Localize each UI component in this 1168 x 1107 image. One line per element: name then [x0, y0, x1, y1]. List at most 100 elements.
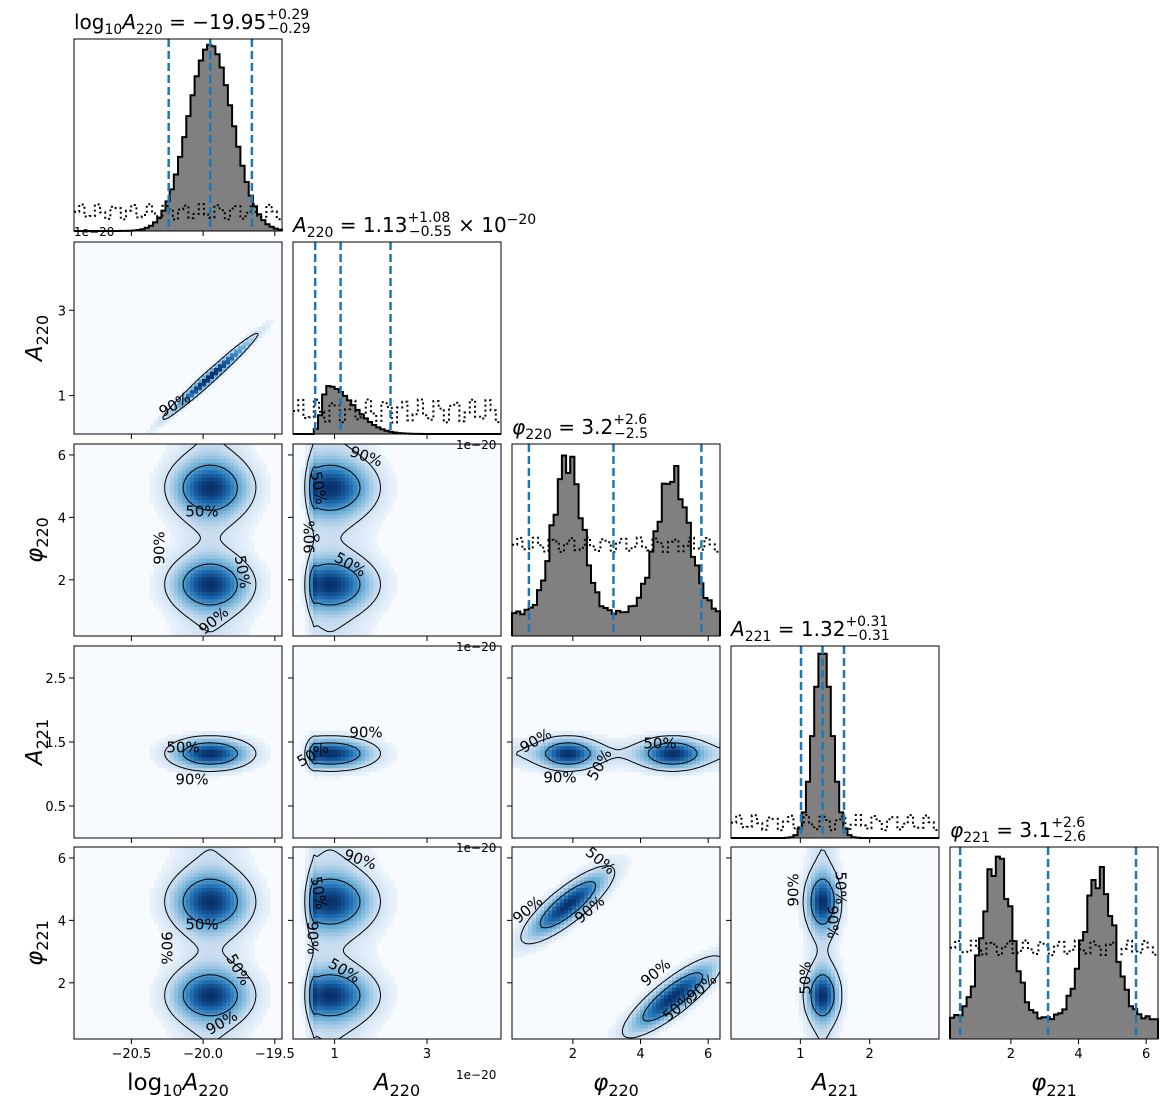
density-cell — [250, 858, 255, 863]
density-cell — [313, 764, 318, 769]
density-cell — [194, 606, 199, 611]
density-cell — [170, 576, 175, 582]
density-cell — [182, 525, 187, 530]
density-cell — [333, 595, 338, 600]
density-cell — [210, 1035, 215, 1039]
density-cell — [174, 968, 179, 973]
density-cell — [337, 517, 342, 522]
density-cell — [242, 902, 247, 907]
density-cell — [365, 536, 370, 541]
density-cell — [337, 455, 342, 460]
density-cell — [206, 367, 211, 372]
density-cell — [198, 760, 203, 765]
density-cell — [178, 506, 183, 511]
density-cell — [716, 764, 720, 769]
density-cell — [174, 536, 179, 541]
density-cell — [357, 547, 362, 552]
density-cell — [333, 599, 338, 604]
density-cell — [158, 872, 163, 877]
density-cell — [242, 898, 247, 903]
density-cell — [337, 554, 342, 559]
density-cell — [206, 965, 211, 970]
density-cell — [214, 613, 219, 618]
density-cell — [365, 466, 370, 471]
density-cell — [174, 540, 179, 545]
density-cell — [230, 872, 235, 877]
density-cell — [238, 924, 243, 929]
density-cell — [206, 382, 211, 387]
density-cell — [242, 506, 247, 511]
density-cell — [305, 610, 310, 615]
density-cell — [226, 558, 231, 563]
density-cell — [254, 742, 259, 747]
density-cell — [194, 847, 199, 852]
density-cell — [198, 621, 203, 626]
density-cell — [170, 943, 175, 948]
density-cell — [234, 356, 239, 361]
density-cell — [222, 767, 227, 772]
density-cell — [325, 565, 330, 570]
density-cell — [202, 451, 207, 456]
density-cell — [688, 749, 693, 754]
density-cell — [238, 576, 243, 582]
density-cell — [226, 957, 231, 962]
density-cell — [369, 576, 374, 582]
density-cell — [333, 771, 338, 776]
density-cell — [660, 753, 665, 758]
density-cell — [672, 753, 677, 758]
density-cell — [353, 499, 358, 504]
density-cell — [361, 606, 366, 611]
density-cell — [353, 573, 358, 578]
density-cell — [524, 749, 529, 754]
density-cell — [353, 528, 358, 534]
density-cell — [313, 473, 318, 478]
density-cell — [190, 749, 195, 754]
density-cell — [333, 738, 338, 743]
density-cell — [349, 624, 354, 630]
density-cell — [174, 1013, 179, 1018]
density-cell — [246, 876, 251, 881]
density-cell — [572, 767, 577, 772]
density-cell — [174, 554, 179, 559]
density-cell — [154, 492, 159, 497]
density-cell — [321, 756, 326, 761]
density-cell — [226, 749, 231, 754]
density-cell — [198, 965, 203, 970]
density-cell — [162, 991, 167, 996]
density-cell — [234, 730, 239, 736]
density-cell — [242, 543, 247, 548]
density-cell — [194, 883, 199, 889]
density-cell — [325, 469, 330, 474]
density-cell — [186, 939, 191, 944]
density-cell — [166, 865, 171, 870]
density-cell — [198, 444, 203, 449]
density-cell — [150, 753, 155, 758]
density-cell — [349, 606, 354, 611]
density-cell — [170, 745, 175, 750]
density-cell — [198, 883, 203, 889]
density-cell — [174, 632, 179, 636]
density-cell — [246, 749, 251, 754]
density-cell — [337, 503, 342, 508]
density-cell — [178, 987, 183, 992]
density-cell — [198, 455, 203, 460]
density-cell — [222, 872, 227, 877]
density-cell — [668, 745, 673, 750]
density-cell — [317, 488, 322, 493]
panel-frame — [73, 443, 283, 637]
density-cell — [692, 749, 697, 754]
density-cell — [600, 753, 605, 758]
density-cell — [644, 760, 649, 765]
density-cell — [222, 595, 227, 600]
density-cell — [556, 756, 561, 761]
density-cell — [230, 543, 235, 548]
density-cell — [369, 756, 374, 761]
density-cell — [373, 606, 378, 611]
density-cell — [194, 1005, 199, 1010]
density-cell — [389, 569, 394, 574]
density-cell — [313, 569, 318, 574]
density-cell — [218, 610, 223, 615]
density-cell — [218, 965, 223, 970]
density-cell — [194, 543, 199, 548]
density-cell — [230, 595, 235, 600]
